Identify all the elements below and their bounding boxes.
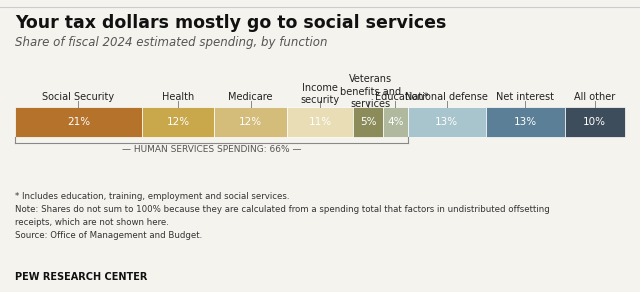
Text: — HUMAN SERVICES SPENDING: 66% —: — HUMAN SERVICES SPENDING: 66% —	[122, 145, 301, 154]
Text: 13%: 13%	[435, 117, 458, 127]
Text: Income
security: Income security	[300, 83, 340, 105]
Text: * Includes education, training, employment and social services.: * Includes education, training, employme…	[15, 192, 289, 201]
Text: National defense: National defense	[405, 91, 488, 102]
Text: 12%: 12%	[166, 117, 189, 127]
Text: Source: Office of Management and Budget.: Source: Office of Management and Budget.	[15, 231, 202, 240]
Text: Your tax dollars mostly go to social services: Your tax dollars mostly go to social ser…	[15, 14, 446, 32]
Bar	[142, 107, 214, 137]
Bar	[15, 107, 142, 137]
Bar	[353, 107, 383, 137]
Text: 21%: 21%	[67, 117, 90, 127]
Text: 11%: 11%	[308, 117, 332, 127]
Text: Veterans
benefits and
services: Veterans benefits and services	[340, 74, 401, 109]
Text: 12%: 12%	[239, 117, 262, 127]
Text: receipts, which are not shown here.: receipts, which are not shown here.	[15, 218, 169, 227]
Text: Net interest: Net interest	[497, 91, 554, 102]
Text: Share of fiscal 2024 estimated spending, by function: Share of fiscal 2024 estimated spending,…	[15, 36, 328, 49]
Text: Health: Health	[162, 91, 194, 102]
Bar	[383, 107, 408, 137]
Text: Education*: Education*	[375, 91, 428, 102]
Text: 4%: 4%	[387, 117, 404, 127]
Text: 13%: 13%	[514, 117, 537, 127]
Text: 5%: 5%	[360, 117, 376, 127]
Text: 10%: 10%	[583, 117, 606, 127]
Bar	[214, 107, 287, 137]
Text: PEW RESEARCH CENTER: PEW RESEARCH CENTER	[15, 272, 147, 282]
Text: All other: All other	[574, 91, 616, 102]
Bar	[564, 107, 625, 137]
Bar	[287, 107, 353, 137]
Bar	[486, 107, 564, 137]
Bar	[408, 107, 486, 137]
Text: Social Security: Social Security	[42, 91, 115, 102]
Text: Note: Shares do not sum to 100% because they are calculated from a spending tota: Note: Shares do not sum to 100% because …	[15, 205, 550, 214]
Text: Medicare: Medicare	[228, 91, 273, 102]
